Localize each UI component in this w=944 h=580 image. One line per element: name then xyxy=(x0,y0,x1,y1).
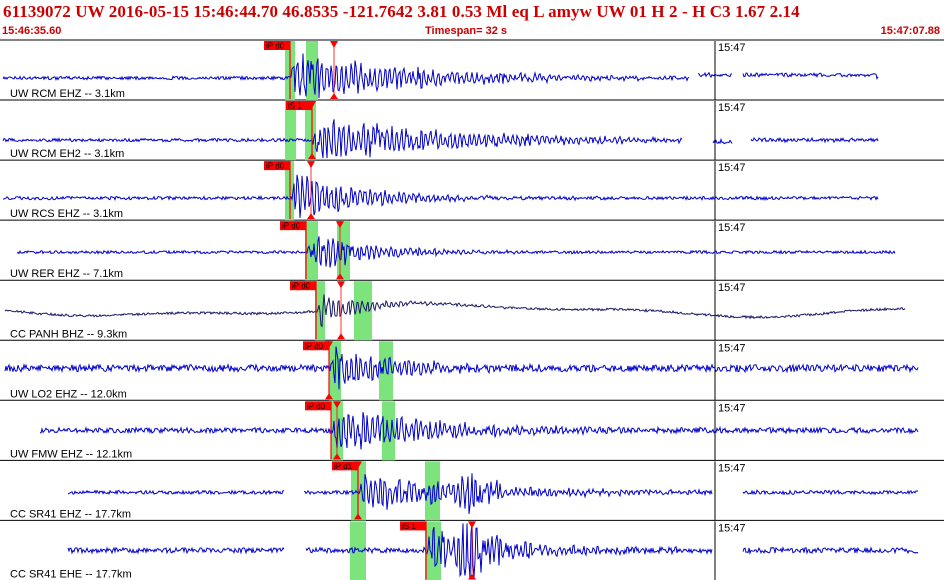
marker-top-triangle xyxy=(333,401,341,409)
marker-top-triangle xyxy=(307,161,315,169)
channel-label: UW RCS EHZ -- 3.1km xyxy=(10,208,123,220)
marker-top-triangle xyxy=(354,461,362,469)
pick-label: iS 1 xyxy=(402,522,416,531)
pick-window xyxy=(354,281,372,341)
channel-row[interactable]: 15:47 iP d1 CC SR41 EHZ -- 17.7km xyxy=(0,461,944,521)
waveform-trace xyxy=(16,236,896,268)
pick-window xyxy=(379,341,393,401)
minute-label: 15:47 xyxy=(718,402,746,414)
channel-label: UW LO2 EHZ -- 12.0km xyxy=(10,388,127,400)
marker-bottom-triangle xyxy=(336,273,344,280)
channel-row[interactable]: 15:47 iP d0 CC PANH BHZ -- 9.3km xyxy=(0,281,944,341)
pick-flag[interactable] xyxy=(264,41,290,50)
waveform-trace xyxy=(2,119,879,159)
minute-label: 15:47 xyxy=(718,102,746,114)
waveform-trace xyxy=(39,412,919,450)
pick-flag[interactable] xyxy=(303,341,329,351)
marker-top-triangle xyxy=(336,221,344,229)
channel-label: UW RCM EH2 -- 3.1km xyxy=(10,148,124,160)
pick-window xyxy=(425,521,441,580)
channel-row[interactable]: 15:47 iP d0 UW LO2 EHZ -- 12.0km xyxy=(0,341,944,401)
start-time: 15:46:35.60 xyxy=(2,25,62,37)
minute-label: 15:47 xyxy=(718,342,746,354)
channel-label: UW FMW EHZ -- 12.1km xyxy=(10,448,132,460)
channel-row[interactable]: 15:47 iP d0 UW RER EHZ -- 7.1km xyxy=(0,221,944,281)
header-bar: 61139072 UW 2016-05-15 15:46:44.70 46.85… xyxy=(0,0,944,40)
waveform-trace xyxy=(67,523,919,579)
marker-bottom-triangle xyxy=(325,393,333,400)
pick-flag[interactable] xyxy=(264,161,290,171)
channel-label: CC PANH BHZ -- 9.3km xyxy=(10,328,127,340)
event-title: 61139072 UW 2016-05-15 15:46:44.70 46.85… xyxy=(3,2,800,21)
pick-label: iP d0 xyxy=(307,402,326,411)
end-time: 15:47:07.88 xyxy=(880,25,940,37)
pick-flag[interactable] xyxy=(286,101,312,111)
pick-flag[interactable] xyxy=(332,461,358,471)
marker-top-triangle xyxy=(308,101,316,109)
marker-top-triangle xyxy=(337,281,345,289)
waveform-trace xyxy=(4,294,906,328)
marker-bottom-triangle xyxy=(333,453,341,460)
pick-window xyxy=(350,521,366,580)
channel-row[interactable]: 15:47 iP d0 UW FMW EHZ -- 12.1km xyxy=(0,401,944,461)
pick-flag[interactable] xyxy=(280,221,306,231)
timespan-label: Timespan= 32 s xyxy=(425,25,508,37)
waveform-trace xyxy=(2,53,879,99)
pick-label: iP d0 xyxy=(292,282,311,291)
channel-row[interactable]: 15:47 iS 1 CC SR41 EHE -- 17.7km xyxy=(0,521,944,580)
pick-window xyxy=(285,101,296,161)
waveform-trace xyxy=(67,473,919,514)
pick-label: iS 1 xyxy=(288,102,302,111)
minute-label: 15:47 xyxy=(718,282,746,294)
pick-label: iP d0 xyxy=(266,162,285,171)
marker-bottom-triangle xyxy=(330,93,338,100)
waveform-trace xyxy=(4,346,919,390)
minute-label: 15:47 xyxy=(718,222,746,234)
marker-bottom-triangle xyxy=(307,213,315,220)
channel-label: UW RER EHZ -- 7.1km xyxy=(10,268,123,280)
pick-flag[interactable] xyxy=(305,401,331,411)
marker-top-triangle xyxy=(468,521,476,529)
marker-bottom-triangle xyxy=(337,333,345,340)
minute-label: 15:47 xyxy=(718,162,746,174)
channel-row[interactable]: 15:47 iP d0 UW RCM EHZ -- 3.1km xyxy=(0,41,944,101)
pick-label: iP d0 xyxy=(305,342,324,351)
marker-top-triangle xyxy=(325,341,333,349)
channel-row[interactable]: 15:47 iS 1 UW RCM EH2 -- 3.1km xyxy=(0,101,944,161)
marker-bottom-triangle xyxy=(308,153,316,160)
channel-label: CC SR41 EHZ -- 17.7km xyxy=(10,508,131,520)
marker-bottom-triangle xyxy=(354,513,362,520)
minute-label: 15:47 xyxy=(718,462,746,474)
pick-flag[interactable] xyxy=(400,521,426,531)
marker-bottom-triangle xyxy=(468,573,476,580)
channel-label: CC SR41 EHE -- 17.7km xyxy=(10,568,132,580)
channel-row[interactable]: 15:47 iP d0 UW RCS EHZ -- 3.1km xyxy=(0,161,944,221)
pick-label: iP d1 xyxy=(334,462,353,471)
minute-label: 15:47 xyxy=(718,522,746,534)
minute-label: 15:47 xyxy=(718,42,746,54)
pick-label: iP d0 xyxy=(282,222,301,231)
marker-top-triangle xyxy=(330,41,338,48)
pick-label: iP d0 xyxy=(266,42,285,51)
pick-flag[interactable] xyxy=(290,281,316,291)
channel-label: UW RCM EHZ -- 3.1km xyxy=(10,88,125,100)
waveform-trace xyxy=(2,174,879,218)
pick-window xyxy=(305,101,316,161)
